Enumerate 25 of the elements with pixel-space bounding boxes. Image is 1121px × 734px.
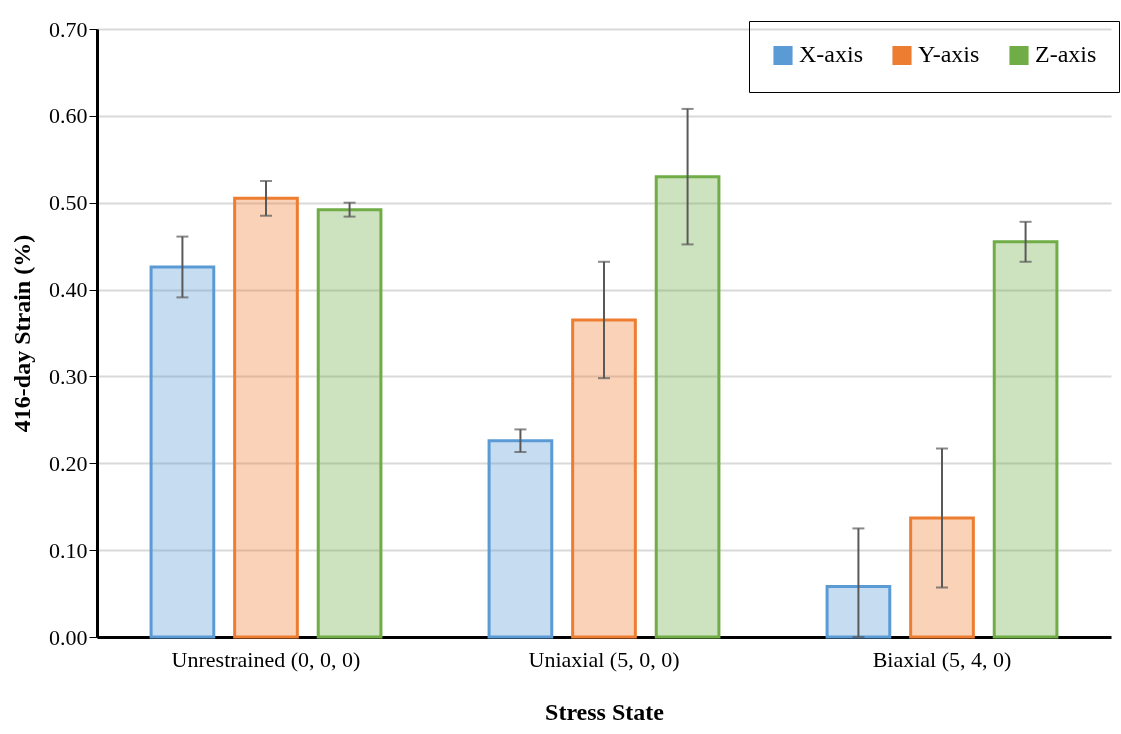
y-tick-label: 0.60 bbox=[49, 103, 88, 129]
y-axis-title: 416-day Strain (%) bbox=[9, 234, 35, 433]
y-tick-label: 0.10 bbox=[49, 537, 88, 563]
y-tick-label: 0.70 bbox=[49, 16, 88, 42]
bar bbox=[992, 240, 1059, 639]
x-tick-label: Uniaxial (5, 0, 0) bbox=[528, 646, 680, 672]
legend-label: X-axis bbox=[799, 41, 863, 68]
legend-label: Z-axis bbox=[1035, 41, 1097, 68]
y-tick-label: 0.20 bbox=[49, 450, 88, 476]
x-axis-title: Stress State bbox=[545, 698, 665, 725]
bar bbox=[571, 318, 637, 639]
x-tick-label: Biaxial (5, 4, 0) bbox=[872, 646, 1012, 672]
bar bbox=[487, 439, 554, 639]
y-tick-label: 0.50 bbox=[49, 190, 88, 216]
legend-label: Y-axis bbox=[918, 41, 980, 68]
x-tick-label: Unrestrained (0, 0, 0) bbox=[171, 646, 361, 672]
y-tick-label: 0.00 bbox=[49, 624, 88, 650]
y-tick-label: 0.40 bbox=[49, 277, 88, 303]
y-tick-label: 0.30 bbox=[49, 363, 88, 389]
bar bbox=[654, 175, 721, 639]
bar bbox=[825, 585, 892, 639]
bar bbox=[233, 196, 299, 639]
bar bbox=[909, 516, 975, 639]
bar bbox=[149, 265, 216, 639]
bar bbox=[316, 208, 383, 639]
